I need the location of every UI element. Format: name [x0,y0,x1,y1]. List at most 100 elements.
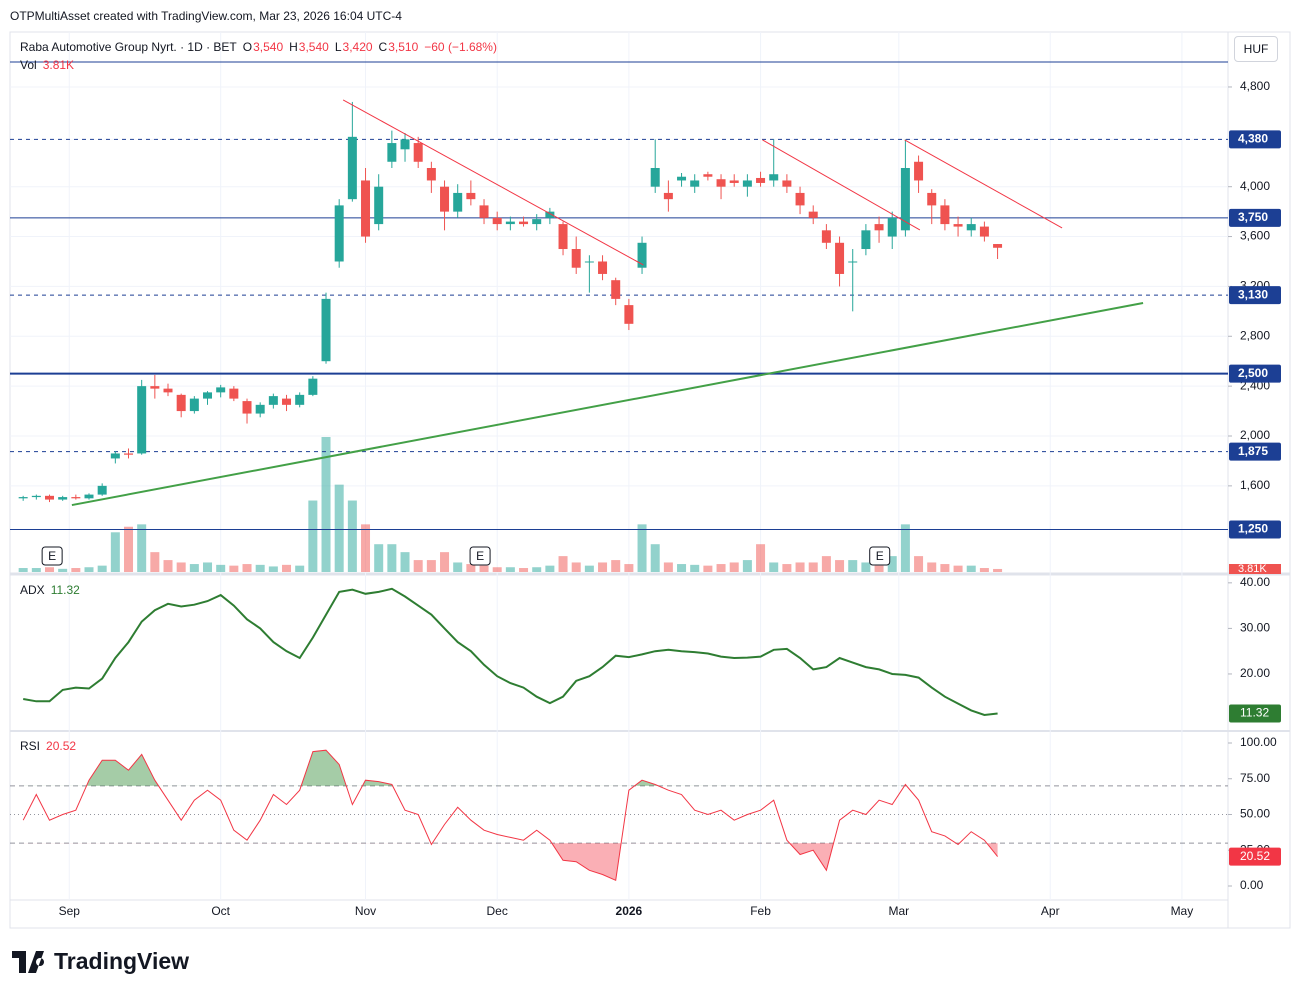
price-level-box [1229,130,1281,149]
volume-bar [505,567,515,572]
candle-body [71,497,81,499]
y-tick-label: 0.00 [1240,878,1264,892]
currency-button[interactable]: HUF [1234,36,1278,62]
volume-last: 3.81K [42,58,75,72]
volume-bar [492,567,502,572]
x-tick-label: May [1171,904,1194,918]
volume-bar [97,565,107,572]
volume-bar [940,564,950,572]
candle-body [295,394,305,405]
price-level-label: 3,130 [1238,287,1268,301]
volume-bar [334,484,344,572]
volume-bar [782,564,792,572]
ohlc-key: L [334,40,342,54]
volume-bar [756,544,766,572]
y-tick-label: 3,600 [1240,229,1270,243]
ohlc-key: C [378,40,388,54]
y-tick-label: 2,000 [1240,428,1270,442]
volume-bar [650,544,660,572]
volume-bar [413,560,423,572]
y-tick-label: 1,600 [1240,478,1270,492]
grid [10,32,1228,900]
volume-bar [769,562,779,572]
oversold-fill [430,843,998,881]
adx-legend: ADX 11.32 [20,583,80,597]
candle-body [229,388,239,399]
candle-body [571,249,581,268]
candle-body [835,242,845,274]
candle-body [308,378,318,395]
volume-bar [124,526,134,572]
volume-legend: Vol 3.81K [20,58,74,72]
candle-body [769,174,779,181]
candle-body [545,211,555,218]
x-tick-label: Nov [355,904,376,918]
candle-body [940,205,950,225]
volume-bar [611,560,621,572]
trend-line [342,99,644,266]
price-level-label: 4,380 [1238,131,1268,145]
volume-last-box [1229,564,1281,574]
volume-bar [821,556,831,572]
candle-body [795,192,805,206]
volume-bar [914,556,924,572]
price-level-label: 1,875 [1238,444,1268,458]
volume-last-label: 3.81K [1238,563,1267,575]
volume-bar [176,562,186,572]
y-tick-label: 30.00 [1240,621,1270,635]
price-level-label: 1,250 [1238,522,1268,536]
candle-body [782,180,792,187]
volume-bar [58,568,68,572]
ohlc-value: 3,540 [298,40,329,54]
earnings-marker [869,546,891,566]
candle-body [361,180,371,237]
volume-name: Vol [20,58,37,72]
volume-bar [848,560,858,572]
volume-bar [874,565,884,572]
ohlc-value: 3,510 [388,40,419,54]
volume-bar [71,568,81,572]
volume-bar [400,552,410,572]
candle-body [321,298,331,362]
y-tick-label: 4,000 [1240,179,1270,193]
candle-body [729,180,739,183]
last-value-box [1229,847,1281,866]
volume-bar [321,437,331,572]
candle-body [150,386,160,389]
brand-name: TradingView [54,948,190,974]
candle-body [690,180,700,187]
x-tick-label: Dec [487,904,508,918]
volume-bar [150,552,160,572]
candle-body [374,186,384,225]
candle-body [703,174,713,177]
volume-bar [861,562,871,572]
candle-body [97,485,107,495]
credit-line: OTPMultiAsset created with TradingView.c… [10,9,402,23]
candle-body [400,139,410,150]
x-tick-label: Oct [211,904,230,918]
volume-bar [966,565,976,572]
axes: Sep Oct Nov Dec 2026 Feb Mar Apr May 1,600 2,000 2,… [59,79,1281,918]
ohlc-value: 3,420 [342,40,373,54]
price-change: −60 (−1.68%) [424,40,497,54]
rsi-pane [10,749,1228,882]
volume-bar [282,564,292,572]
candle-body [387,143,397,162]
volume-bar [466,564,476,572]
last-value-box [1229,704,1281,723]
volume-bar [900,524,910,572]
candle-body [848,261,858,263]
volume-bar [887,556,897,572]
indicator-value: 11.32 [50,583,80,597]
candle-body [163,388,173,393]
candle-body [18,497,28,499]
volume-bar [84,567,94,572]
volume-bar [268,566,278,572]
candle-body [979,226,989,237]
volume-bar [18,568,28,572]
volume-bar [31,568,41,572]
candle-body [334,205,344,262]
volume-bar [163,560,173,572]
